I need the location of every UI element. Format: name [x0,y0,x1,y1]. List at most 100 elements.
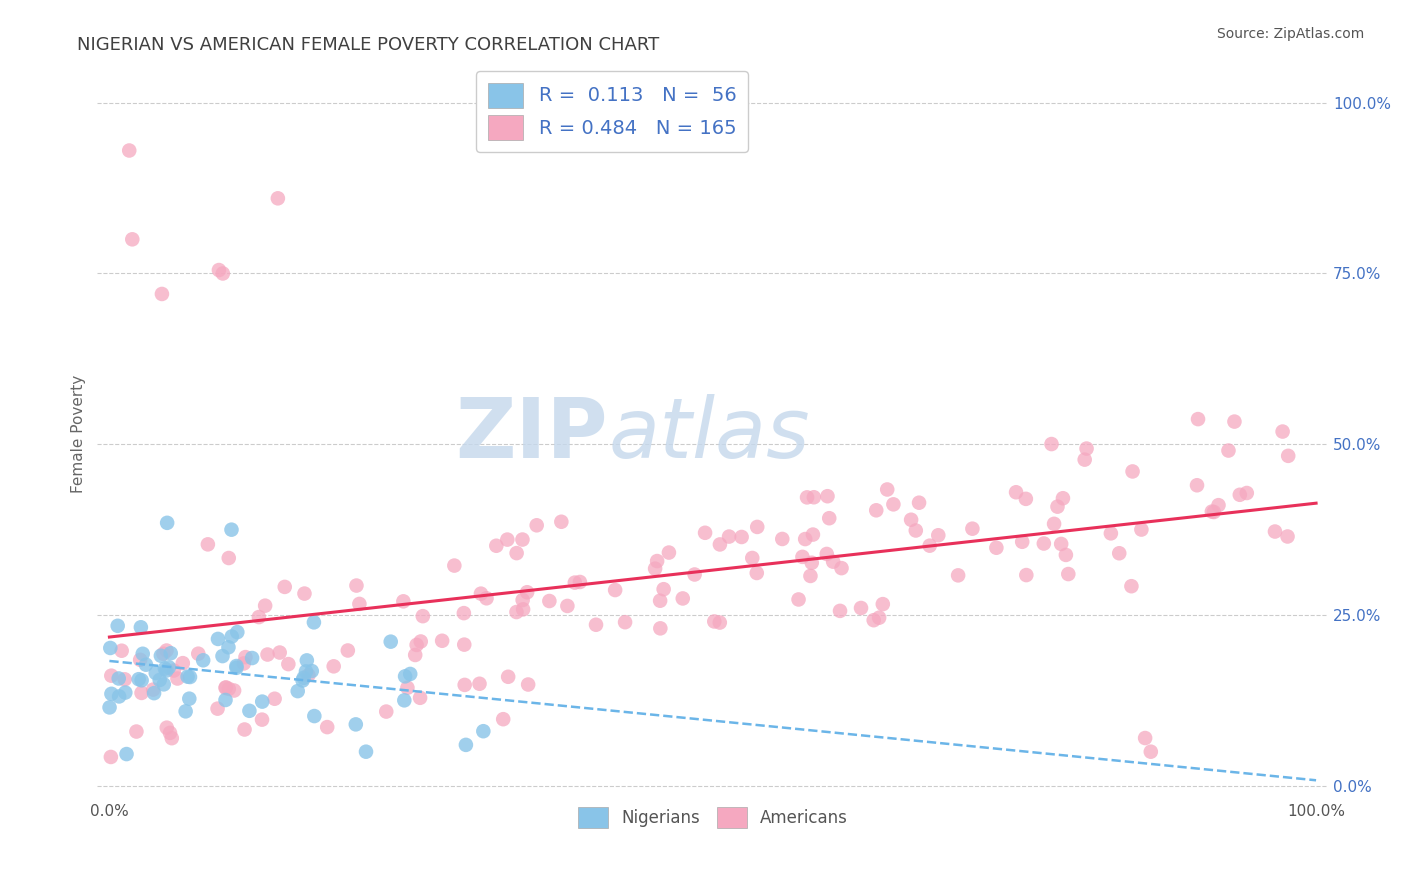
Point [872,597,894,611]
Point [1050,537,1073,551]
Point [1032,536,1054,550]
Point [770,532,793,546]
Point [818,511,841,525]
Point [225,659,247,673]
Text: ZIP: ZIP [456,393,609,475]
Point [799,569,821,583]
Point [794,532,817,546]
Point [1139,745,1161,759]
Point [1271,425,1294,439]
Point [221,523,243,537]
Point [295,665,318,679]
Point [254,599,277,613]
Point [155,643,177,657]
Point [221,630,243,644]
Point [650,593,672,607]
Point [292,671,315,685]
Point [269,646,291,660]
Point [129,653,152,667]
Point [297,668,319,682]
Point [1229,488,1251,502]
Point [207,632,229,646]
Point [1133,731,1156,745]
Point [492,712,515,726]
Point [800,556,823,570]
Point [801,527,824,541]
Point [252,695,274,709]
Point [166,672,188,686]
Point [787,592,810,607]
Point [831,561,853,575]
Point [650,621,672,635]
Point [238,704,260,718]
Point [865,503,887,517]
Point [294,586,316,600]
Point [224,683,246,698]
Point [274,580,297,594]
Point [208,263,231,277]
Point [703,615,725,629]
Point [394,693,416,707]
Point [107,672,129,686]
Point [430,633,453,648]
Point [277,657,299,672]
Point [344,717,367,731]
Point [1099,526,1122,541]
Point [98,640,121,655]
Point [409,634,432,648]
Point [132,647,155,661]
Point [159,726,181,740]
Point [179,670,201,684]
Point [153,662,176,676]
Point [214,693,236,707]
Point [862,613,884,627]
Point [302,615,325,630]
Point [1264,524,1286,539]
Point [709,537,731,551]
Point [512,533,534,547]
Point [946,568,969,582]
Point [1201,505,1223,519]
Point [745,566,768,580]
Point [741,551,763,566]
Point [918,539,941,553]
Point [143,686,166,700]
Point [163,664,186,678]
Point [1015,491,1038,506]
Point [349,597,371,611]
Point [108,690,131,704]
Point [1277,449,1299,463]
Point [267,191,290,205]
Point [1121,579,1143,593]
Point [129,620,152,634]
Point [526,518,548,533]
Point [145,665,167,680]
Point [152,647,174,661]
Point [156,721,179,735]
Point [193,653,215,667]
Point [585,617,607,632]
Point [218,681,240,696]
Point [114,685,136,699]
Point [235,650,257,665]
Point [174,704,197,718]
Point [233,723,256,737]
Point [485,539,508,553]
Point [179,691,201,706]
Point [564,575,586,590]
Point [792,549,814,564]
Point [652,582,675,597]
Point [644,561,666,575]
Point [614,615,637,630]
Point [412,609,434,624]
Point [226,625,249,640]
Point [232,657,254,671]
Point [187,647,209,661]
Point [505,546,527,560]
Point [131,673,153,688]
Point [1057,567,1080,582]
Point [215,681,238,695]
Point [336,643,359,657]
Point [747,520,769,534]
Point [142,682,165,697]
